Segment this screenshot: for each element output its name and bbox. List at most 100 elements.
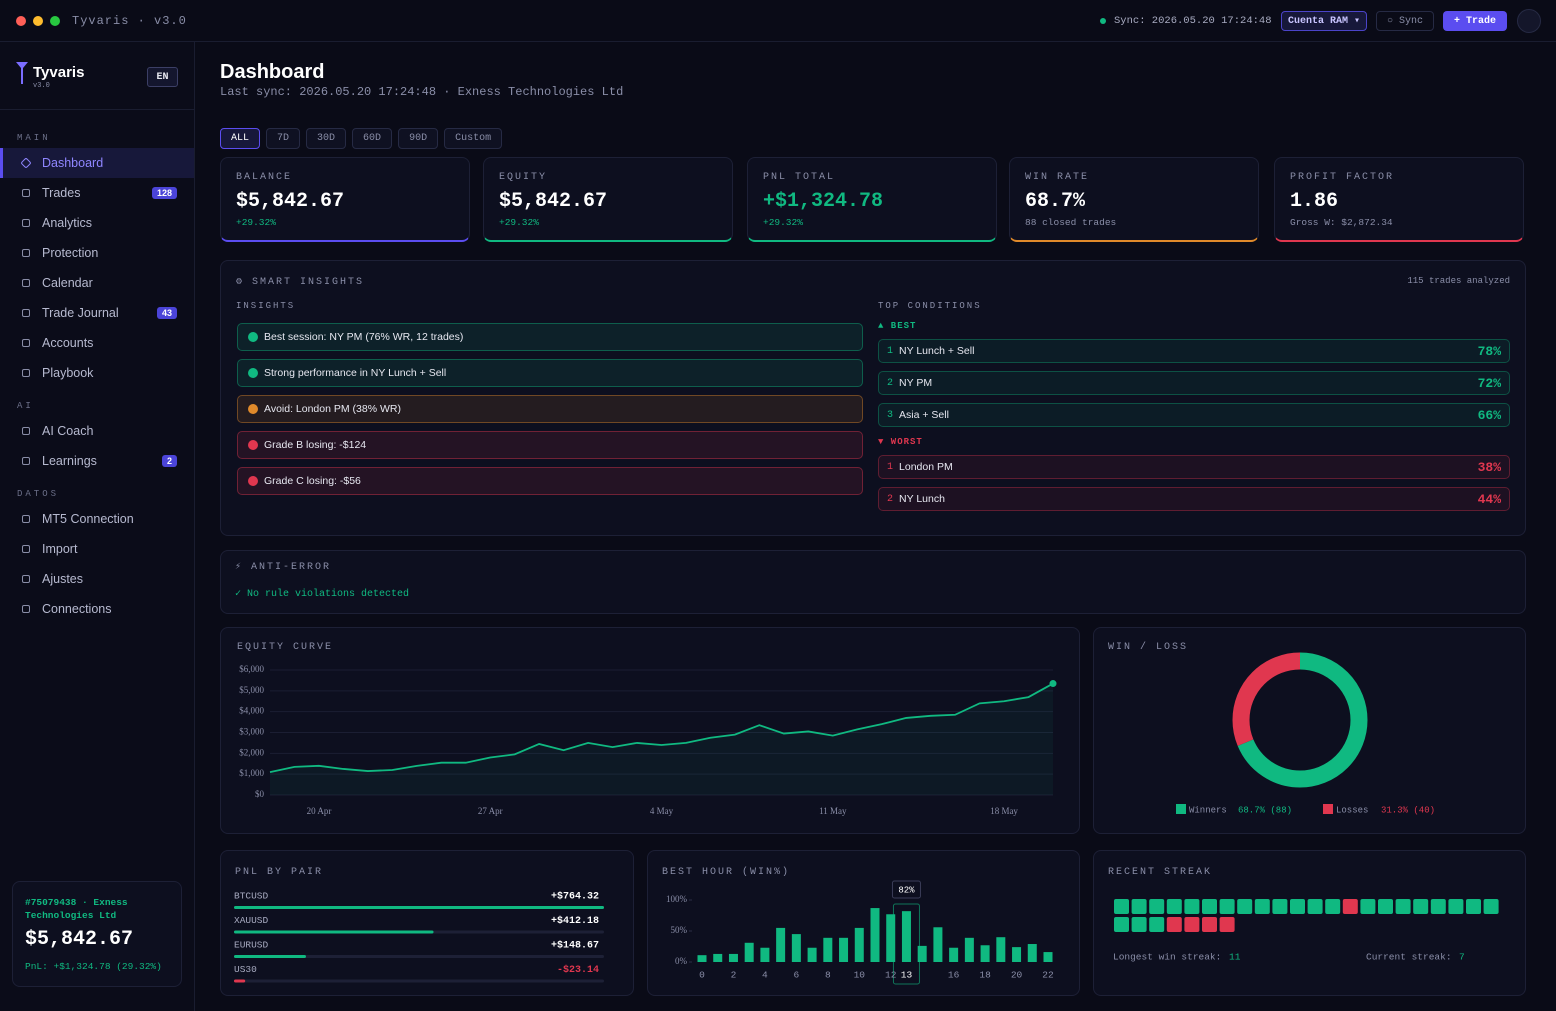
nav-section-title: AI bbox=[17, 401, 34, 411]
nav-label: Connections bbox=[42, 602, 112, 616]
maximize[interactable] bbox=[50, 16, 60, 26]
condition-row: 1 NY Lunch + Sell 78% bbox=[878, 339, 1510, 363]
nav-badge: 128 bbox=[151, 187, 177, 199]
chart-title: RECENT STREAK bbox=[1108, 867, 1213, 878]
kpi-label: BALANCE bbox=[236, 172, 293, 183]
minimize[interactable] bbox=[33, 16, 43, 26]
nav-item[interactable]: Ajustes bbox=[0, 564, 194, 594]
insight-icon bbox=[248, 440, 258, 450]
nav-item[interactable]: Analytics bbox=[0, 208, 194, 238]
insight-text: Grade C losing: -$56 bbox=[264, 475, 361, 487]
kpi-sub: 88 closed trades bbox=[1025, 217, 1117, 228]
sync-button[interactable]: ○ Sync bbox=[1376, 11, 1434, 31]
condition-rank: 2 bbox=[887, 377, 894, 389]
nav-item[interactable]: Playbook bbox=[0, 358, 194, 388]
nav-icon bbox=[22, 279, 30, 287]
insight-text: Grade B losing: -$124 bbox=[264, 439, 367, 451]
insight-text: Avoid: London PM (38% WR) bbox=[264, 403, 401, 415]
nav-item[interactable]: Calendar bbox=[0, 268, 194, 298]
nav-item[interactable]: MT5 Connection bbox=[0, 504, 194, 534]
nav-label: Ajustes bbox=[42, 572, 83, 586]
chart-title: WIN / LOSS bbox=[1108, 642, 1189, 653]
nav-icon bbox=[22, 189, 30, 197]
nav-item[interactable]: Import bbox=[0, 534, 194, 564]
section-title: ⚙ SMART INSIGHTS bbox=[236, 277, 365, 288]
settings-button[interactable] bbox=[1517, 9, 1541, 33]
account-balance: $5,842.67 bbox=[25, 928, 134, 951]
insight-icon bbox=[248, 476, 258, 486]
filter-button[interactable]: 30D bbox=[306, 128, 347, 149]
kpi-sub: Gross W: $2,872.34 bbox=[1290, 217, 1393, 228]
condition-label: NY Lunch bbox=[899, 493, 945, 505]
sync-status: Sync: 2026.05.20 17:24:48 bbox=[1114, 15, 1272, 27]
kpi-card: PNL TOTAL +$1,324.78 +29.32% bbox=[747, 157, 997, 242]
recent-streak-panel: RECENT STREAK bbox=[1093, 850, 1526, 996]
nav-label: Import bbox=[42, 542, 78, 556]
nav-item[interactable]: AI Coach bbox=[0, 416, 194, 446]
nav-badge: 2 bbox=[161, 455, 177, 467]
nav-item[interactable]: Connections bbox=[0, 594, 194, 624]
version: v3.0 bbox=[33, 82, 50, 90]
nav-item[interactable]: Protection bbox=[0, 238, 194, 268]
trade-button[interactable]: + Trade bbox=[1443, 11, 1507, 31]
section-title: ⚡ ANTI-ERROR bbox=[235, 562, 332, 573]
insight-icon bbox=[248, 368, 258, 378]
logo-icon bbox=[16, 62, 28, 84]
account-card: #75079438 · Exness Technologies Ltd $5,8… bbox=[12, 881, 182, 987]
date-filters: ALL 7D 30D 60D 90D Custom bbox=[220, 128, 503, 149]
kpi-value: 1.86 bbox=[1290, 190, 1339, 213]
nav-icon bbox=[22, 219, 30, 227]
nav-label: Dashboard bbox=[42, 156, 104, 170]
kpi-value: 68.7% bbox=[1025, 190, 1086, 213]
navigation: MAIN Dashboard Trades 128 Analytics Protectio… bbox=[0, 120, 194, 624]
kpi-value: +$1,324.78 bbox=[763, 190, 884, 213]
chart-title: PNL BY PAIR bbox=[235, 867, 324, 878]
nav-label: Trades bbox=[42, 186, 81, 200]
nav-label: AI Coach bbox=[42, 424, 94, 438]
nav-section-title: DATOS bbox=[17, 489, 60, 499]
nav-label: Learnings bbox=[42, 454, 97, 468]
anti-error-status: ✓ No rule violations detected bbox=[235, 589, 410, 600]
nav-icon bbox=[22, 309, 30, 317]
filter-button[interactable]: 60D bbox=[352, 128, 393, 149]
filter-button[interactable]: 7D bbox=[266, 128, 301, 149]
kpi-card: PROFIT FACTOR 1.86 Gross W: $2,872.34 bbox=[1274, 157, 1524, 242]
insight: Grade C losing: -$56 bbox=[237, 467, 863, 495]
window-controls bbox=[16, 16, 60, 26]
chart-title: BEST HOUR (WIN%) bbox=[662, 867, 791, 878]
nav-item[interactable]: Trades 128 bbox=[0, 178, 194, 208]
kpi-sub: +29.32% bbox=[499, 217, 539, 228]
account-select[interactable]: Cuenta RAM ▾ bbox=[1281, 11, 1367, 31]
nav-icon bbox=[22, 369, 30, 377]
filter-button[interactable]: Custom bbox=[444, 128, 503, 149]
titlebar: Tyvaris · v3.0 Sync: 2026.05.20 17:24:48… bbox=[0, 0, 1556, 42]
condition-row: 3 Asia + Sell 66% bbox=[878, 403, 1510, 427]
kpi-card: WIN RATE 68.7% 88 closed trades bbox=[1009, 157, 1259, 242]
condition-label: NY PM bbox=[899, 377, 933, 389]
condition-rank: 1 bbox=[887, 345, 894, 357]
nav-item[interactable]: Trade Journal 43 bbox=[0, 298, 194, 328]
filter-button[interactable]: 90D bbox=[398, 128, 439, 149]
condition-group-title: ▼ WORST bbox=[878, 437, 923, 447]
nav-item[interactable]: Dashboard bbox=[0, 148, 194, 178]
nav-item[interactable]: Learnings 2 bbox=[0, 446, 194, 476]
close[interactable] bbox=[16, 16, 26, 26]
condition-group-title: ▲ BEST bbox=[878, 321, 917, 331]
condition-rate: 72% bbox=[1477, 375, 1501, 391]
nav-icon bbox=[22, 339, 30, 347]
nav-icon bbox=[22, 575, 30, 583]
filter-button[interactable]: ALL bbox=[220, 128, 261, 149]
win-loss-panel: WIN / LOSS bbox=[1093, 627, 1526, 834]
nav-icon bbox=[22, 515, 30, 523]
subsection-title: INSIGHTS bbox=[236, 301, 296, 311]
page-title: Dashboard bbox=[220, 61, 325, 83]
anti-error: ⚡ ANTI-ERROR ✓ No rule violations detect… bbox=[220, 550, 1526, 614]
nav-label: Accounts bbox=[42, 336, 94, 350]
condition-row: 1 London PM 38% bbox=[878, 455, 1510, 479]
language-button[interactable]: EN bbox=[147, 67, 178, 87]
insight: Grade B losing: -$124 bbox=[237, 431, 863, 459]
nav-item[interactable]: Accounts bbox=[0, 328, 194, 358]
condition-label: Asia + Sell bbox=[899, 409, 949, 421]
nav-label: Trade Journal bbox=[42, 306, 119, 320]
